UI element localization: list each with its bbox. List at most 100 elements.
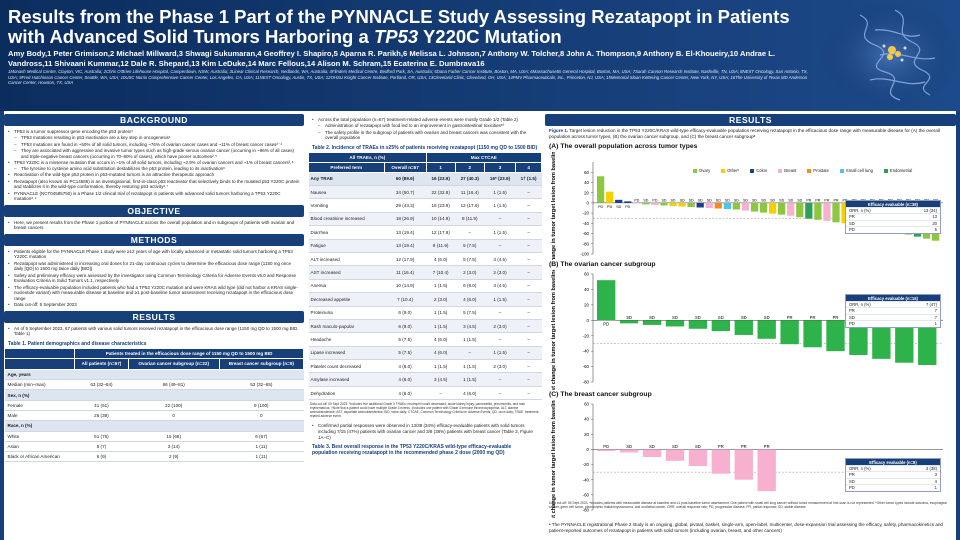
background-item: TP53 Y220C is a missense mutation that o… [8,160,300,166]
y-tick-label: 20 [584,190,589,195]
methods-item: Safety and preliminary efficacy were ass… [8,273,300,284]
background-list: TP53 is a tumor suppressor gene encoding… [4,126,304,205]
efficacy-summary-row: PR 13 [846,213,940,219]
waterfall-bar [778,202,786,215]
waterfall-bar [803,320,822,348]
column-left: BACKGROUND TP53 is a tumor suppressor ge… [3,114,305,463]
table2-cell: Rash maculo-papular [308,319,384,334]
efficacy-summary-title: Efficacy evaluable (n=15) [846,295,940,301]
y-tick-label: -60 [583,364,590,369]
table2-cell: – [515,265,542,280]
y-tick-label: -40 [583,221,590,226]
waterfall-bar [849,320,868,355]
waterfall-bar [651,202,659,205]
efficacy-value: 7 [934,308,937,314]
waterfall-bar [757,320,776,339]
table2-cell: 11 (16.4) [384,265,427,280]
waterfall-bar [687,202,695,207]
table2-column-header: 1 [425,161,456,173]
bar-response-label: SD [779,198,784,202]
bar-response-label: PD [598,205,603,209]
legend-entry: Small cell lung [839,168,873,173]
table2-row: Vomiting 29 (43.3) 16 (23.9) 12 (17.9) 1 (1.… [308,198,542,213]
table1-row: Asian 5 (7) 3 (14) 1 (11) [4,441,304,453]
table2-cell: 3 (4.5) [484,252,516,267]
table2-cell: – [484,239,516,253]
table2-cell: Any TRAE [308,172,384,186]
efficacy-metric: SD [849,220,855,226]
y-tick-label: 60 [584,402,589,407]
y-tick-label: 20 [584,302,589,307]
efficacy-metric: PD [849,485,855,491]
waterfall-bar [895,320,914,363]
table2-cell: 2 (3.0) [484,265,516,280]
table2-cell: Fatigue [308,239,384,253]
title-text-end: Y220C Mutation [418,26,562,47]
legend-entry: Otherᵇ [721,168,739,173]
y-tick-label: -80 [583,241,590,246]
y-tick-label: -20 [583,333,590,338]
waterfall-bar [688,320,708,329]
bar-response-label: PD [603,321,609,326]
table1-row: Age, years [4,369,304,381]
table2-cell: 2 (3.0) [426,292,456,307]
waterfall-bar [805,202,813,219]
waterfall-bar [823,202,831,221]
table2-cell: 4 (6.0) [426,252,456,267]
table2-cell: 13 (19.4) [384,239,427,253]
table2-cell: 2 (3.0) [484,319,516,334]
waterfall-bar [787,202,795,216]
demographics-table: Patients treated in the efficacious dose… [3,347,305,463]
table2-cell: Nausea [308,185,384,200]
table2-cell: 7 (10.4) [384,292,427,307]
background-item: Rezatapopt (also known as PC14586) is an… [8,179,300,190]
background-item: The tyrosine to cysteine amino acid subs… [8,166,300,172]
efficacy-summary-box: Efficacy evaluable (n=15) ORR, n (%) 7 (47… [845,294,941,328]
table1-cell: 6 (67) [219,431,304,442]
efficacy-summary-row: SD 7 [846,313,940,320]
safety-list: Across the total population (n=67) treat… [308,114,542,144]
waterfall-bar [741,202,750,211]
table2-cell: Amylase increased [308,372,384,387]
table2-cell: 8 (11.9) [426,239,456,253]
legend-label: Ovary [699,168,711,173]
chart-title: (C) The breast cancer subgroup [549,391,652,398]
waterfall-bar [872,320,891,359]
table1-row: White 51 (76) 15 (68) 6 (67) [4,431,304,442]
chart-title: (A) The overall population across tumor … [549,143,698,150]
y-axis-label: Best change in tumor target lesion from … [551,152,557,260]
table2-row: Rash maculo-papular 6 (9.0) 1 (1.5) 3 (4.5)… [308,319,542,334]
waterfall-bar [597,449,616,451]
bar-response-label: SD [649,315,655,320]
bar-response-label: PD [607,205,612,209]
figure1-text: Target lesion reduction in the TP53 Y220… [549,128,940,139]
table1-cell: 2 (9) [128,451,220,463]
table1-cell: 9 (100) [219,400,304,411]
efficacy-metric: ORR, n (%) [849,302,871,307]
bar-response-label: SD [761,198,766,202]
figure1-caption: Figure 1. Target lesion reduction in the… [545,126,956,142]
table2-cell: 1 (1.5) [484,346,516,361]
waterfall-bar [660,202,668,206]
bar-response-label: SD [770,198,775,202]
y-tick-label: 0 [587,200,590,205]
table2-column-header: Overall n=67 [383,161,427,173]
table1-cell: Race, n (%) [4,420,75,432]
table1-column-header: All patients (n=67) [74,358,129,370]
table1-cell: 51 (76) [74,431,129,442]
table2-row: Dehydration 4 (6.0) –4 (6.0) – – [308,386,542,401]
safety-item: The safety profile in the subgroup of pa… [312,130,538,141]
table2-cell: Dehydration [308,386,384,401]
background-item: Reactivation of the wild-type p53 protei… [8,172,300,178]
results-item: As of 5 September 2023, 67 patients with… [8,326,300,337]
y-tick-label: 40 [584,180,589,185]
efficacy-summary-title: Efficacy evaluable (n=38) [846,201,940,207]
table2-cell: – [515,185,542,200]
response-item: Confirmed partial responses were observe… [312,423,538,440]
table2-cell: 13 (19.4) [384,225,427,240]
table2-cell: 1 (1.5) [426,306,456,320]
table2-cell: – [515,198,542,213]
table2-cell: 34 (50.7) [384,185,427,200]
table2-cell: 1 (1.5) [484,292,516,307]
table2-cell: 5 (7.5) [384,332,427,347]
